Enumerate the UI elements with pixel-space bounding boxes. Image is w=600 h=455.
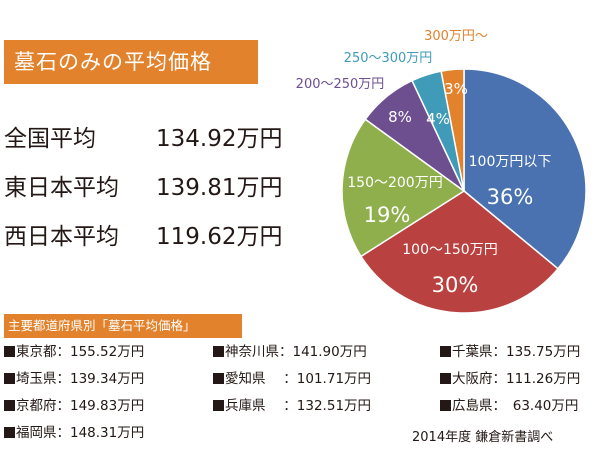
slice-label: 300万円～ bbox=[424, 29, 488, 44]
slice-value-label: 36% bbox=[487, 185, 534, 209]
source-note: 2014年度 鎌倉新書調べ bbox=[412, 430, 554, 445]
prefecture-item: 千葉県：135.75万円 bbox=[440, 343, 580, 361]
prefecture-item: 福岡県：148.31万円 bbox=[4, 424, 144, 442]
average-label: 西日本平均 bbox=[4, 224, 119, 250]
slice-label: 250～300万円 bbox=[344, 51, 433, 66]
slice-label: 200～250万円 bbox=[296, 77, 385, 92]
prefecture-item: 兵庫県 ：132.51万円 bbox=[213, 397, 371, 415]
average-value: 139.81万円 bbox=[156, 175, 283, 201]
slice-value-label: 4% bbox=[426, 110, 450, 128]
bullet-square-icon bbox=[440, 373, 451, 384]
slice-label: 150～200万円 bbox=[347, 175, 442, 191]
average-label: 全国平均 bbox=[4, 126, 96, 152]
slice-label: 100～150万円 bbox=[402, 242, 497, 258]
prefecture-item: 大阪府：111.26万円 bbox=[440, 370, 580, 388]
average-value: 119.62万円 bbox=[156, 224, 283, 250]
bullet-square-icon bbox=[4, 427, 15, 438]
pie-slice bbox=[341, 118, 466, 258]
slice-value-label: 19% bbox=[364, 203, 411, 227]
slice-label: 100万円以下 bbox=[469, 154, 552, 170]
national-average-row: 全国平均 134.92万円 bbox=[4, 122, 282, 156]
east-japan-average-row: 東日本平均 139.81万円 bbox=[4, 171, 282, 205]
prefecture-header: 主要都道府県別「墓石平均価格」 bbox=[4, 314, 242, 338]
bullet-square-icon bbox=[440, 400, 451, 411]
prefecture-item: 東京都：155.52万円 bbox=[4, 343, 144, 361]
bullet-square-icon bbox=[213, 373, 224, 384]
prefecture-item: 埼玉県：139.34万円 bbox=[4, 370, 144, 388]
bullet-square-icon bbox=[4, 400, 15, 411]
average-value: 134.92万円 bbox=[156, 126, 283, 152]
west-japan-average-row: 西日本平均 119.62万円 bbox=[4, 220, 282, 254]
pie-slice bbox=[359, 190, 560, 314]
pie-slice bbox=[463, 68, 587, 270]
bullet-square-icon bbox=[4, 346, 15, 357]
pie-slice bbox=[440, 68, 465, 192]
bullet-square-icon bbox=[4, 373, 15, 384]
chart-title: 墓石のみの平均価格 bbox=[4, 40, 258, 84]
bullet-square-icon bbox=[213, 400, 224, 411]
prefecture-item: 広島県： 63.40万円 bbox=[440, 397, 578, 415]
prefecture-item: 京都府：149.83万円 bbox=[4, 397, 144, 415]
average-label: 東日本平均 bbox=[4, 175, 119, 201]
pie-chart: 100万円以下 36% 100～150万円 30% 150～200万円 19% 200～25… bbox=[296, 29, 587, 314]
bullet-square-icon bbox=[213, 346, 224, 357]
slice-value-label: 3% bbox=[444, 80, 468, 98]
prefecture-item: 愛知県 ：101.71万円 bbox=[213, 370, 371, 388]
slice-value-label: 8% bbox=[388, 108, 412, 126]
bullet-square-icon bbox=[440, 346, 451, 357]
prefecture-item: 神奈川県：141.90万円 bbox=[213, 343, 367, 361]
slice-value-label: 30% bbox=[432, 273, 479, 297]
